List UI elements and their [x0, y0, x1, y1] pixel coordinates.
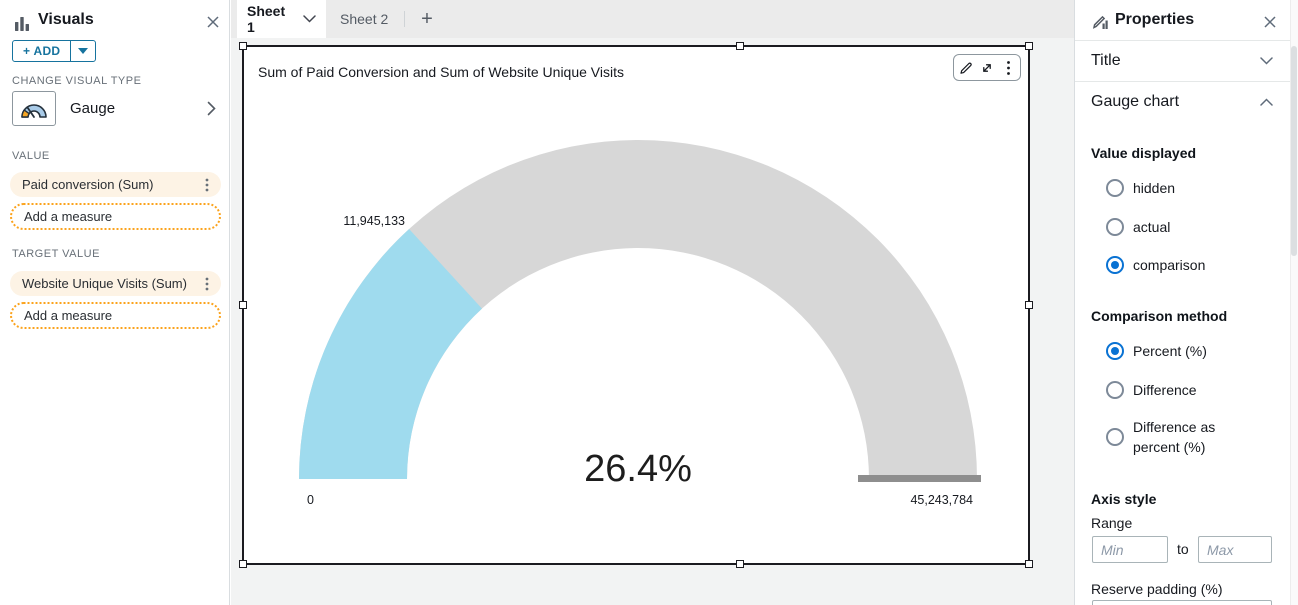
- properties-panel: Properties Title Gauge chart Value displ…: [1074, 0, 1290, 605]
- resize-handle-mid-left[interactable]: [239, 301, 247, 309]
- axis-style-heading: Axis style: [1091, 491, 1157, 507]
- radio-circle: [1106, 179, 1124, 198]
- gauge-track-arc: [299, 140, 977, 479]
- change-visual-type-label: CHANGE VISUAL TYPE: [12, 75, 142, 87]
- chevron-right-icon[interactable]: [203, 99, 219, 117]
- range-to-label: to: [1177, 541, 1189, 557]
- add-visual-dropdown[interactable]: [71, 41, 95, 61]
- more-options-icon[interactable]: [999, 59, 1017, 77]
- scrollbar-track[interactable]: [1290, 0, 1298, 605]
- section-title-label: Title: [1091, 52, 1121, 69]
- chevron-up-icon: [1259, 97, 1273, 107]
- value-add-measure[interactable]: Add a measure: [10, 203, 221, 230]
- resize-handle-bottom-left[interactable]: [239, 560, 247, 568]
- tab-sheet-2-label: Sheet 2: [340, 11, 389, 27]
- add-sheet-button[interactable]: +: [421, 7, 433, 30]
- gauge-chart: 11,945,133 0 45,243,784 26.4%: [299, 140, 981, 507]
- target-value-section-label: TARGET VALUE: [12, 248, 100, 260]
- comparison-method-heading: Comparison method: [1091, 308, 1228, 324]
- radio-circle-selected: [1106, 256, 1124, 275]
- close-icon[interactable]: [204, 13, 222, 31]
- radio-percent[interactable]: Percent (%): [1106, 341, 1207, 361]
- kebab-menu-icon[interactable]: [201, 177, 213, 193]
- tab-sheet-1-label: Sheet 1: [247, 3, 286, 35]
- radio-comparison[interactable]: comparison: [1106, 255, 1205, 275]
- visual-title: Sum of Paid Conversion and Sum of Websit…: [258, 64, 625, 80]
- radio-circle-selected: [1106, 342, 1124, 361]
- properties-header: Properties: [1075, 0, 1290, 41]
- section-gauge-chart-row[interactable]: Gauge chart: [1075, 82, 1290, 123]
- reserve-padding-label: Reserve padding (%): [1091, 581, 1223, 597]
- bar-chart-icon: [13, 13, 33, 33]
- sheet-tab-bar: Sheet 1 Sheet 2 +: [231, 0, 1074, 38]
- radio-difference-as-percent[interactable]: Difference as percent (%): [1106, 417, 1266, 458]
- tab-sheet-1[interactable]: Sheet 1: [237, 0, 326, 38]
- radio-difference[interactable]: Difference: [1106, 380, 1197, 400]
- visual-type-gauge-button[interactable]: [12, 91, 56, 126]
- radio-circle: [1106, 381, 1124, 400]
- radio-circle: [1106, 218, 1124, 237]
- radio-percent-label: Percent (%): [1133, 343, 1207, 359]
- gauge-icon: [18, 98, 50, 120]
- value-field-pill[interactable]: Paid conversion (Sum): [10, 172, 221, 197]
- resize-handle-mid-right[interactable]: [1025, 301, 1033, 309]
- kebab-menu-icon[interactable]: [201, 276, 213, 292]
- section-title-row[interactable]: Title: [1075, 41, 1290, 82]
- visuals-panel: Visuals + ADD CHANGE VISUAL TYPE Gauge V…: [0, 0, 230, 605]
- properties-title: Properties: [1115, 11, 1195, 28]
- value-displayed-heading: Value displayed: [1091, 145, 1197, 161]
- range-min-input[interactable]: [1092, 536, 1168, 563]
- edit-pencil-icon[interactable]: [957, 59, 975, 77]
- radio-difference-label: Difference: [1133, 382, 1197, 398]
- expand-icon[interactable]: [978, 59, 996, 77]
- resize-handle-top-mid[interactable]: [736, 42, 744, 50]
- resize-handle-bottom-mid[interactable]: [736, 560, 744, 568]
- scrollbar-thumb[interactable]: [1291, 46, 1297, 256]
- tab-separator: [404, 11, 405, 27]
- target-add-measure-label: Add a measure: [24, 308, 113, 323]
- resize-handle-bottom-right[interactable]: [1025, 560, 1033, 568]
- tab-sheet-2[interactable]: Sheet 2: [326, 0, 403, 38]
- add-visual-button-label[interactable]: + ADD: [13, 41, 72, 61]
- resize-handle-top-right[interactable]: [1025, 42, 1033, 50]
- gauge-value-arc: [299, 229, 482, 479]
- range-label: Range: [1091, 515, 1133, 531]
- target-field-label: Website Unique Visits (Sum): [22, 276, 187, 291]
- radio-hidden-label: hidden: [1133, 180, 1176, 196]
- gauge-target-label: 45,243,784: [910, 493, 973, 507]
- gauge-axis-min-label: 0: [307, 493, 314, 507]
- value-add-measure-label: Add a measure: [24, 209, 113, 224]
- visuals-panel-title: Visuals: [38, 11, 94, 28]
- add-visual-button[interactable]: + ADD: [12, 40, 97, 62]
- visual-menu-bar: [953, 54, 1021, 81]
- value-field-label: Paid conversion (Sum): [22, 177, 154, 192]
- visual-type-name: Gauge: [70, 100, 116, 117]
- target-add-measure[interactable]: Add a measure: [10, 302, 221, 329]
- gauge-visual-card[interactable]: Sum of Paid Conversion and Sum of Websit…: [239, 42, 1033, 568]
- gauge-displayed-value: 26.4%: [584, 448, 692, 490]
- radio-actual[interactable]: actual: [1106, 217, 1170, 237]
- caret-down-icon: [78, 48, 89, 54]
- section-gauge-chart-label: Gauge chart: [1091, 93, 1180, 110]
- resize-handle-top-left[interactable]: [239, 42, 247, 50]
- range-max-input[interactable]: [1198, 536, 1272, 563]
- radio-actual-label: actual: [1133, 219, 1171, 235]
- radio-comparison-label: comparison: [1133, 257, 1206, 273]
- radio-circle: [1106, 428, 1124, 447]
- gauge-target-marker: [858, 475, 981, 482]
- target-field-pill[interactable]: Website Unique Visits (Sum): [10, 271, 221, 296]
- reserve-padding-input[interactable]: [1092, 600, 1272, 605]
- value-section-label: VALUE: [12, 150, 50, 162]
- format-visual-icon: [1090, 12, 1108, 30]
- chevron-down-icon: [1259, 56, 1273, 66]
- radio-hidden[interactable]: hidden: [1106, 178, 1175, 198]
- close-icon[interactable]: [1261, 13, 1279, 31]
- gauge-value-callout: 11,945,133: [343, 214, 405, 228]
- chevron-down-icon[interactable]: [303, 15, 316, 23]
- radio-difference-as-percent-label: Difference as percent (%): [1133, 419, 1216, 456]
